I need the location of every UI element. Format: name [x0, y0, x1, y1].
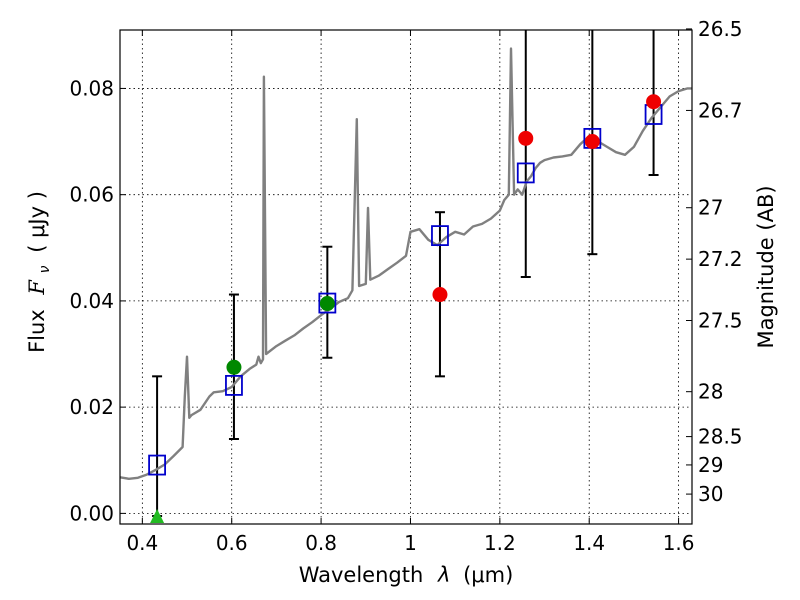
magnitude-tick-label: 28.5: [698, 425, 743, 449]
x-tick-label: 0.4: [126, 531, 158, 555]
x-tick-label: 1.2: [484, 531, 516, 555]
red-data-point: [584, 134, 600, 150]
magnitude-tick-label: 27: [698, 196, 723, 220]
upper-limit-triangle: [150, 509, 165, 524]
ticks: 0.4 0.6 0.8 1 1.2 1.4 1.6 0.00 0.02 0.04 0.06 0.08 2…: [69, 17, 742, 555]
y-tick-label: 0.06: [69, 183, 114, 207]
x-tick-label: 0.6: [216, 531, 248, 555]
y-tick-label: 0.02: [69, 395, 114, 419]
x-axis-label-prefix: Wavelength: [299, 563, 424, 587]
magnitude-tick-label: 26.7: [698, 98, 743, 122]
axes-frame: [119, 29, 693, 525]
y-axis-label-prefix: Flux: [25, 309, 49, 353]
x-tick-label: 0.8: [305, 531, 337, 555]
model-point-square: [431, 225, 449, 246]
grid: [120, 30, 692, 524]
sed-template-line: [120, 47, 692, 480]
y-axis-label: Flux F ν ( μJy ): [25, 191, 54, 353]
x-axis-label-symbol: λ: [437, 563, 450, 587]
red-data-point: [646, 94, 662, 110]
plot-area: [120, 30, 692, 524]
red-data-point: [432, 287, 448, 303]
y-axis-label-symbol: F: [25, 279, 49, 296]
y-tick-label: 0.08: [69, 76, 114, 100]
x-tick-label: 1.6: [663, 531, 695, 555]
green-data-point: [226, 359, 242, 375]
magnitude-tick-label: 27.5: [698, 309, 743, 333]
model-point-square: [516, 162, 535, 184]
x-tick-label: 1: [404, 531, 417, 555]
magnitude-tick-label: 28: [698, 380, 723, 404]
model-point-square: [225, 374, 243, 396]
magnitude-axis-label: Magnitude (AB): [754, 185, 778, 348]
magnitude-tick-label: 30: [698, 482, 723, 506]
magnitude-tick-label: 26.5: [698, 17, 743, 41]
y-tick-label: 0.04: [69, 289, 114, 313]
magnitude-tick-label: 29: [698, 453, 723, 477]
x-axis-label: Wavelength λ (μm): [299, 563, 514, 587]
red-data-point: [518, 130, 534, 146]
y-axis-label-subscript: ν: [37, 265, 53, 273]
magnitude-tick-label: 27.2: [698, 247, 743, 271]
x-axis-label-units: (μm): [463, 563, 513, 587]
y-axis-label-units: ( μJy ): [25, 191, 49, 253]
axis-labels: Wavelength λ (μm) Flux F ν ( μJy ) Magni…: [25, 185, 778, 587]
model-point-square: [148, 454, 166, 476]
green-data-point: [319, 296, 335, 312]
y-tick-label: 0.00: [69, 501, 114, 525]
model-point-square: [318, 292, 337, 314]
x-tick-label: 1.4: [573, 531, 605, 555]
